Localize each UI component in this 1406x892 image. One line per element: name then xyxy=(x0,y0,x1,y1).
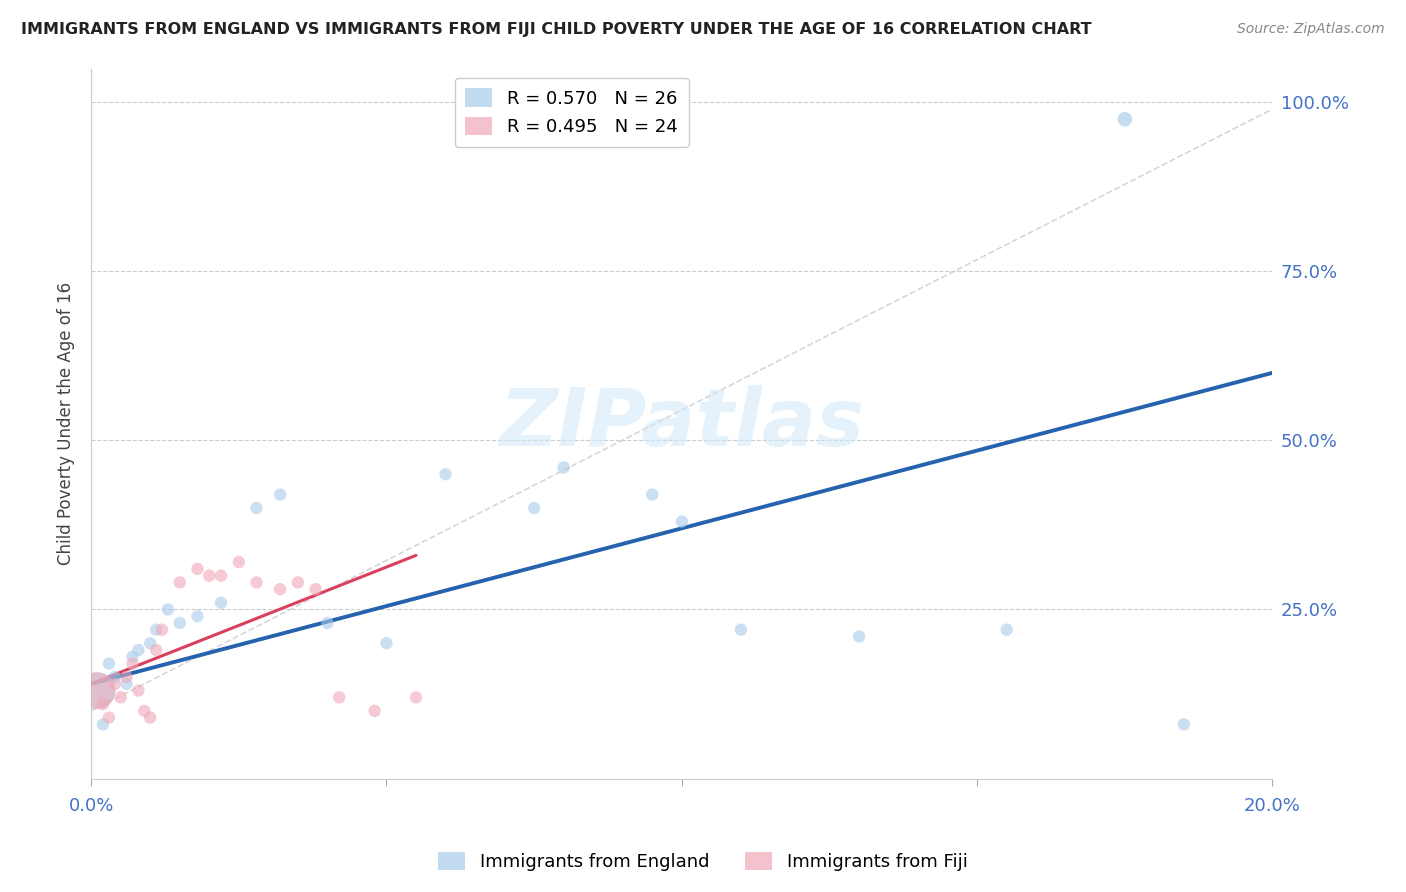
Point xyxy=(139,711,162,725)
Point xyxy=(127,683,149,698)
Point xyxy=(91,717,114,731)
Point xyxy=(104,670,127,684)
Point xyxy=(150,623,173,637)
Point xyxy=(104,677,127,691)
Point xyxy=(434,467,457,482)
Point xyxy=(209,568,232,582)
Point xyxy=(1114,112,1136,127)
Point xyxy=(145,643,167,657)
Text: Source: ZipAtlas.com: Source: ZipAtlas.com xyxy=(1237,22,1385,37)
Point xyxy=(641,487,664,501)
Legend: Immigrants from England, Immigrants from Fiji: Immigrants from England, Immigrants from… xyxy=(432,845,974,879)
Point xyxy=(121,649,143,664)
Point xyxy=(86,683,108,698)
Point xyxy=(287,575,309,590)
Point xyxy=(139,636,162,650)
Point xyxy=(97,711,120,725)
Legend: R = 0.570   N = 26, R = 0.495   N = 24: R = 0.570 N = 26, R = 0.495 N = 24 xyxy=(454,78,689,147)
Point xyxy=(245,575,267,590)
Point xyxy=(269,582,291,597)
Point xyxy=(228,555,250,569)
Point xyxy=(91,697,114,711)
Point xyxy=(1173,717,1195,731)
Point xyxy=(671,515,693,529)
Point xyxy=(110,690,132,705)
Point xyxy=(169,615,191,630)
Point xyxy=(245,501,267,516)
Point xyxy=(363,704,385,718)
Point xyxy=(995,623,1018,637)
Point xyxy=(115,677,138,691)
Point xyxy=(134,704,156,718)
Text: ZIPatlas: ZIPatlas xyxy=(499,384,865,463)
Point xyxy=(115,670,138,684)
Point xyxy=(553,460,575,475)
Point xyxy=(145,623,167,637)
Y-axis label: Child Poverty Under the Age of 16: Child Poverty Under the Age of 16 xyxy=(58,282,75,565)
Point xyxy=(269,487,291,501)
Point xyxy=(186,562,208,576)
Point xyxy=(121,657,143,671)
Point xyxy=(523,501,546,516)
Point xyxy=(97,657,120,671)
Point xyxy=(209,596,232,610)
Point xyxy=(375,636,398,650)
Point xyxy=(127,643,149,657)
Point xyxy=(848,630,870,644)
Point xyxy=(86,683,108,698)
Point xyxy=(169,575,191,590)
Point xyxy=(316,615,339,630)
Point xyxy=(405,690,427,705)
Point xyxy=(186,609,208,624)
Point xyxy=(156,602,179,616)
Text: IMMIGRANTS FROM ENGLAND VS IMMIGRANTS FROM FIJI CHILD POVERTY UNDER THE AGE OF 1: IMMIGRANTS FROM ENGLAND VS IMMIGRANTS FR… xyxy=(21,22,1091,37)
Point xyxy=(730,623,752,637)
Point xyxy=(328,690,350,705)
Point xyxy=(198,568,221,582)
Point xyxy=(304,582,326,597)
